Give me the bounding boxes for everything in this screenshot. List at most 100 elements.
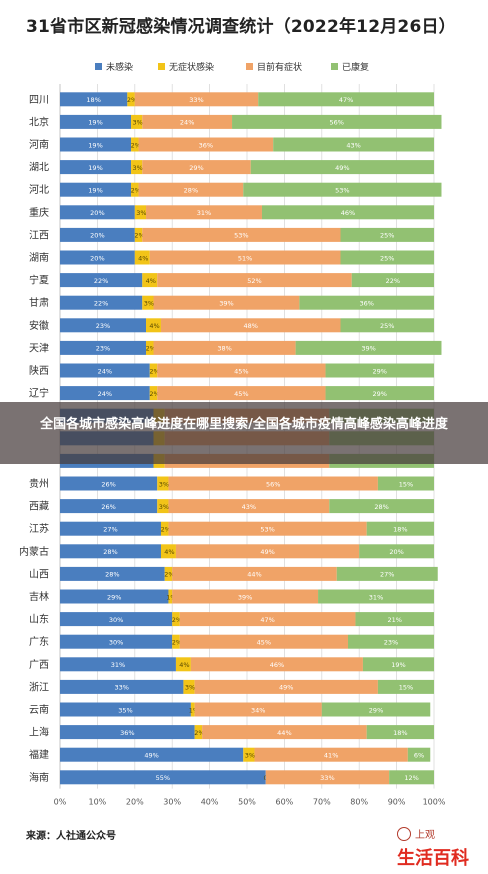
bar-segment — [142, 114, 233, 129]
bar-segment — [60, 318, 147, 333]
data-label: 41% — [324, 752, 338, 760]
bar-segment — [347, 634, 434, 649]
bar-segment — [60, 273, 143, 288]
bar-segment — [325, 386, 434, 401]
data-label: 24% — [180, 119, 194, 127]
category-label: 海南 — [29, 771, 49, 784]
data-label: 27% — [380, 571, 394, 579]
category-label: 河南 — [29, 138, 49, 151]
legend-label: 目前有症状 — [257, 63, 303, 73]
data-label: 39% — [361, 345, 375, 353]
bar-segment — [254, 747, 408, 762]
legend-swatch — [95, 63, 102, 70]
bar-segment — [340, 227, 434, 242]
data-label: 4% — [179, 661, 189, 669]
bar-segment — [366, 521, 434, 536]
data-label: 36% — [359, 300, 373, 308]
bar-segment — [131, 182, 139, 197]
bar-segment — [60, 657, 176, 672]
category-label: 重庆 — [29, 206, 49, 219]
bar-segment — [60, 702, 191, 717]
bar-segment — [190, 657, 363, 672]
bar-segment — [60, 476, 158, 491]
bar-segment — [295, 340, 442, 355]
bar-segment — [60, 340, 147, 355]
data-label: 3% — [159, 503, 169, 511]
data-label: 43% — [346, 141, 360, 149]
data-label: 25% — [380, 232, 394, 240]
bar-segment — [243, 747, 255, 762]
x-tick-label: 10% — [89, 798, 107, 807]
bar-segment — [168, 476, 378, 491]
data-label: 18% — [393, 729, 407, 737]
bar-segment — [60, 589, 169, 604]
data-label: 23% — [96, 345, 110, 353]
bar-segment — [149, 386, 158, 401]
bar-segment — [60, 566, 165, 581]
data-label: 2% — [164, 571, 174, 579]
bar-segment — [60, 227, 135, 242]
data-label: 2% — [131, 187, 141, 195]
x-tick-label: 50% — [238, 798, 256, 807]
bar-segment — [146, 318, 161, 333]
bar-segment — [157, 386, 326, 401]
category-label: 云南 — [29, 703, 49, 716]
bar-segment — [366, 725, 434, 740]
bar-segment — [202, 725, 367, 740]
bar-segment — [60, 160, 132, 175]
bar-segment — [131, 160, 143, 175]
data-label: 30% — [109, 616, 123, 624]
x-tick-label: 60% — [276, 798, 294, 807]
category-label: 辽宁 — [29, 387, 49, 400]
bar-segment — [183, 679, 195, 694]
caption-overlay: 全国各城市感染高峰进度在哪里搜索/全国各城市疫情高峰感染高峰进度 — [0, 402, 488, 464]
bar-segment — [157, 363, 326, 378]
category-label: 湖北 — [29, 162, 49, 174]
data-label: 49% — [279, 684, 293, 692]
data-label: 53% — [260, 526, 274, 534]
data-label: 38% — [217, 345, 231, 353]
legend-label: 无症状感染 — [169, 63, 215, 73]
data-label: 24% — [98, 390, 112, 398]
data-label: 19% — [88, 141, 102, 149]
category-label: 宁夏 — [29, 274, 49, 287]
data-label: 49% — [260, 548, 274, 556]
x-tick-label: 90% — [388, 798, 406, 807]
data-label: 19% — [88, 164, 102, 172]
data-label: 28% — [105, 571, 119, 579]
logo-text: 上观 — [415, 830, 435, 841]
bar-segment — [175, 544, 360, 559]
data-label: 46% — [270, 661, 284, 669]
bar-segment — [340, 318, 434, 333]
data-label: 3% — [144, 300, 154, 308]
bar-segment — [175, 657, 191, 672]
data-label: 47% — [260, 616, 274, 624]
data-label: 29% — [373, 367, 387, 375]
data-label: 3% — [159, 480, 169, 488]
data-label: 49% — [335, 164, 349, 172]
category-label: 西藏 — [29, 501, 49, 513]
data-label: 51% — [238, 254, 252, 262]
data-label: 33% — [114, 684, 128, 692]
bar-segment — [131, 114, 143, 129]
x-tick-label: 20% — [126, 798, 144, 807]
data-label: 29% — [107, 593, 121, 601]
data-label: 19% — [88, 187, 102, 195]
bar-segment — [250, 160, 434, 175]
bar-segment — [60, 182, 132, 197]
legend-swatch — [246, 63, 253, 70]
bar-segment — [243, 182, 442, 197]
bar-segment — [60, 612, 173, 627]
bar-segment — [377, 476, 434, 491]
bar-segment — [157, 499, 169, 514]
category-label: 内蒙古 — [19, 545, 49, 558]
category-label: 甘肃 — [29, 296, 49, 309]
legend-swatch — [158, 63, 165, 70]
legend-item-recovered: 已康复 — [331, 60, 369, 73]
bar-segment — [273, 137, 434, 152]
bar-segment — [131, 137, 139, 152]
brand-watermark: 生活百科 — [397, 848, 469, 869]
category-label: 江西 — [29, 229, 49, 241]
data-label: 39% — [219, 300, 233, 308]
bar-segment — [318, 589, 434, 604]
